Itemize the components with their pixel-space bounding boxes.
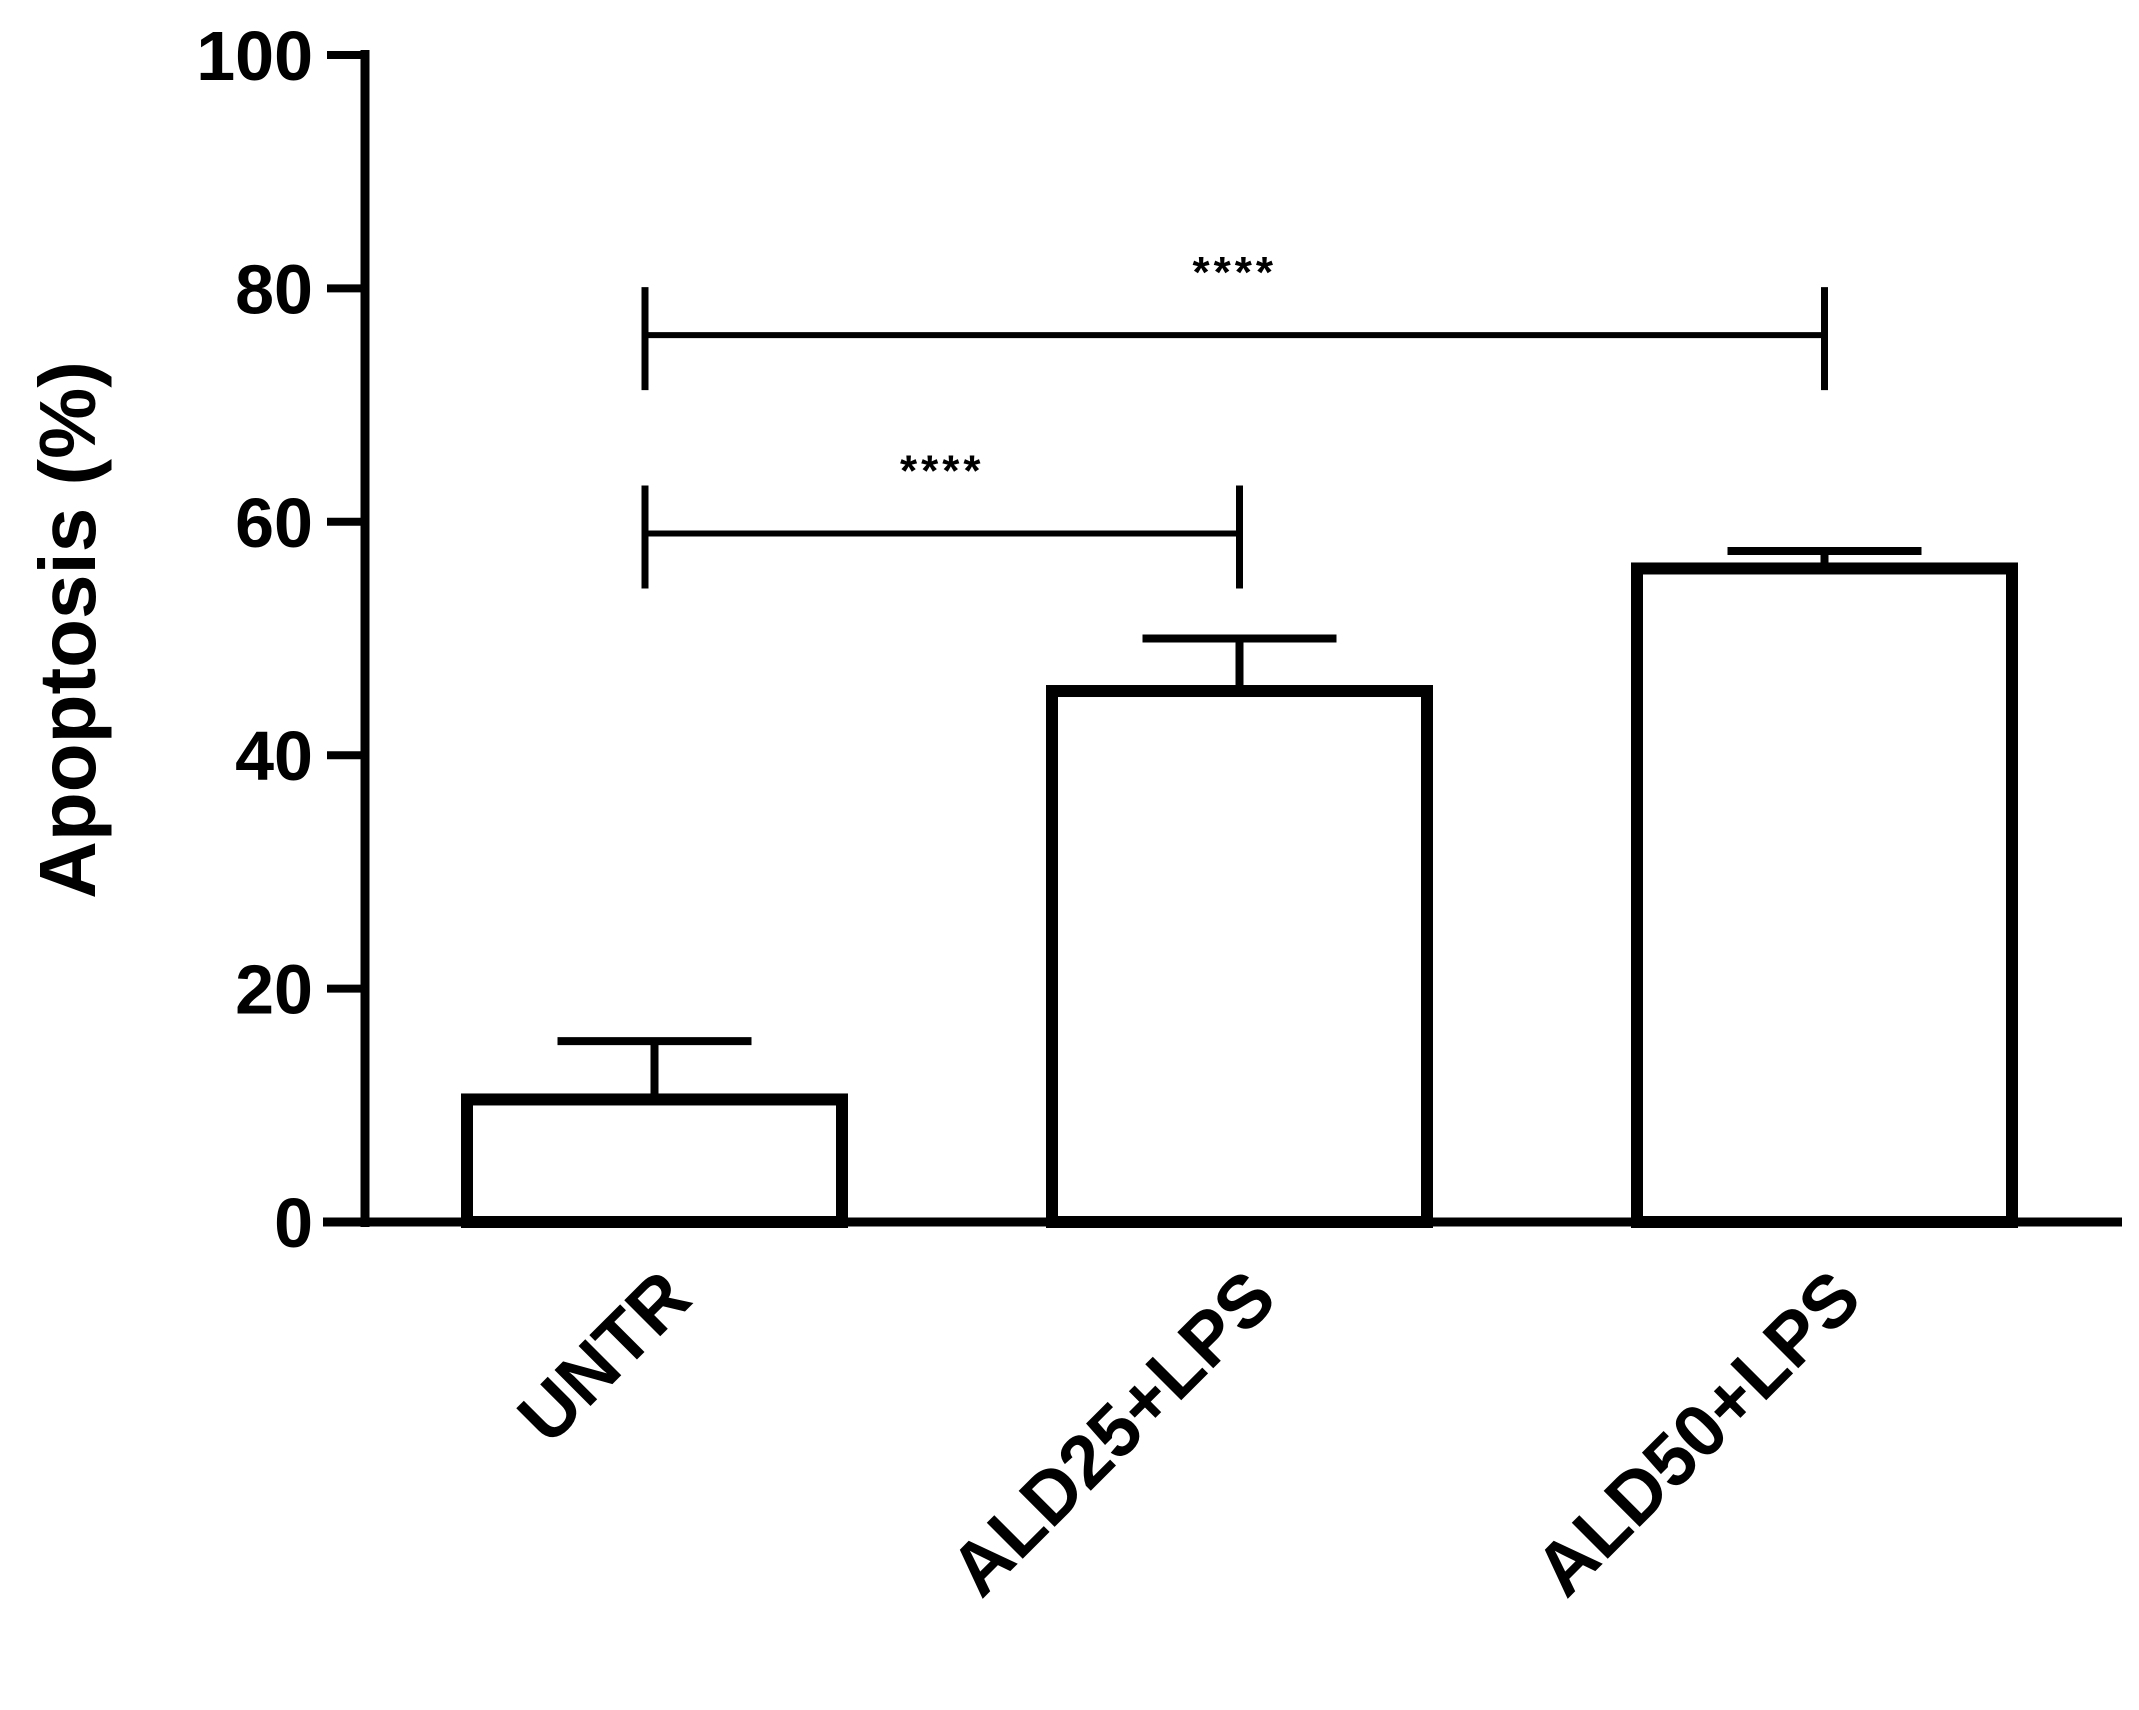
y-axis: 0 20 40 60 80 100 [196, 17, 370, 1262]
significance-bracket-1: **** [641, 446, 1243, 589]
bar-group-2: ALD50+LPS [1519, 546, 2018, 1612]
significance-label-0: **** [1193, 248, 1278, 297]
y-tick-label-100: 100 [196, 17, 313, 95]
x-category-label-0: UNTR [502, 1255, 706, 1459]
y-axis-title: Apoptosis (%) [23, 361, 112, 899]
x-category-label-2: ALD50+LPS [1519, 1255, 1876, 1612]
bar-1 [1046, 685, 1433, 1228]
significance-bracket-0: **** [641, 248, 1828, 391]
bar-0 [461, 1093, 848, 1228]
bar-2 [1631, 562, 2018, 1228]
bar-group-0: UNTR [461, 1037, 848, 1459]
significance-brackets: **** **** [641, 248, 1828, 589]
y-tick-label-60: 60 [235, 484, 313, 562]
y-tick-label-0: 0 [274, 1184, 313, 1262]
y-tick-label-20: 20 [235, 951, 313, 1029]
bar-group-1: ALD25+LPS [934, 634, 1433, 1612]
y-tick-label-80: 80 [235, 250, 313, 328]
x-category-label-1: ALD25+LPS [934, 1255, 1291, 1612]
bars: UNTR ALD25+LPS ALD50+LPS [461, 546, 2018, 1612]
significance-label-1: **** [900, 446, 985, 495]
y-tick-label-40: 40 [235, 717, 313, 795]
